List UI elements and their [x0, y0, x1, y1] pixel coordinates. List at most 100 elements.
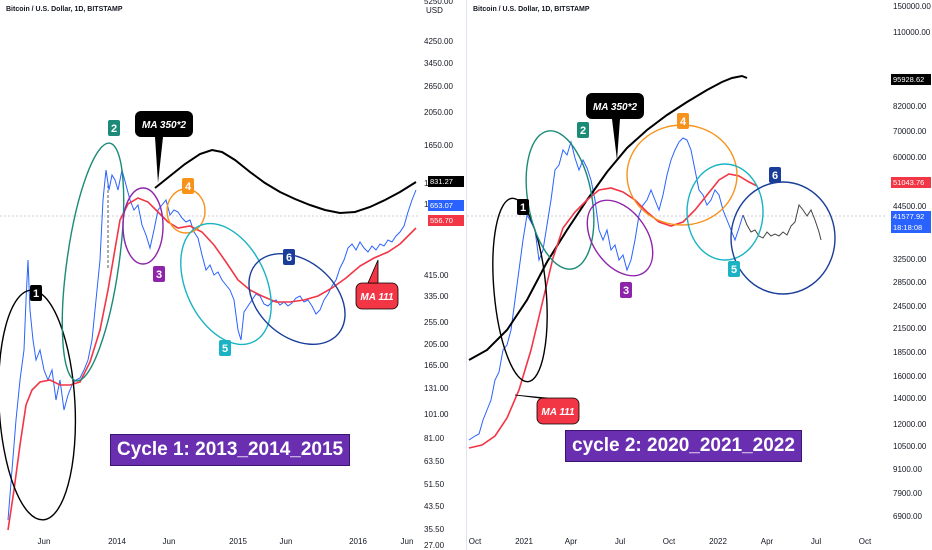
x-tick-label: 2022 — [709, 537, 727, 546]
cycle-ellipse-3 — [122, 187, 164, 265]
y-tick-label: 110000.00 — [893, 28, 931, 37]
y-tick-label: 82000.00 — [893, 102, 927, 111]
cycle-label: Cycle 1: 2013_2014_2015 — [110, 434, 351, 466]
y-axis-ticks: 150000.00 110000.00 82000.00 70000.00 60000.… — [893, 2, 931, 521]
marker-2: 2 — [108, 120, 120, 136]
cycle-ellipse-5 — [686, 163, 764, 261]
x-tick-label: Oct — [469, 537, 482, 546]
y-tick-label: 1650.00 — [424, 141, 453, 150]
y-tick-label: 101.00 — [424, 410, 449, 419]
y-tick-label: 81.00 — [424, 434, 445, 443]
chart-svg-cycle-2: 150000.00 110000.00 82000.00 70000.00 60000.… — [467, 0, 932, 550]
cycle-ellipse-2 — [61, 142, 125, 382]
svg-text:5: 5 — [222, 343, 228, 355]
ma-111-line — [468, 173, 758, 449]
y-tick-label: 60000.00 — [893, 153, 927, 162]
marker-3: 3 — [620, 282, 632, 298]
svg-text:6: 6 — [772, 170, 778, 182]
y-tick-label: 27.00 — [424, 541, 445, 550]
x-tick-label: Jun — [163, 537, 176, 546]
y-tick-label: 165.00 — [424, 361, 449, 370]
x-tick-label: Jul — [811, 537, 821, 546]
x-axis-ticks: Oct 2021 Apr Jul Oct 2022 Apr Jul Oct — [469, 537, 872, 546]
svg-text:2: 2 — [111, 123, 117, 135]
y-tick-label: 18500.00 — [893, 348, 927, 357]
svg-text:18:18:08: 18:18:08 — [893, 223, 922, 232]
y-tick-label: 5250.00 — [424, 0, 453, 6]
y-tick-label: 4250.00 — [424, 37, 453, 46]
price-line — [7, 169, 417, 521]
y-tick-label: 70000.00 — [893, 127, 927, 136]
y-tick-label: 14000.00 — [893, 394, 927, 403]
callout-ma-111: MA 111 — [514, 394, 580, 425]
cycle-ellipse-3 — [586, 199, 654, 277]
cycle-ellipse-6 — [248, 252, 346, 346]
svg-text:MA 350*2: MA 350*2 — [142, 120, 187, 131]
y-tick-label: 7900.00 — [893, 489, 922, 498]
y-axis-area — [418, 0, 466, 550]
callout-ma-350x2: MA 350*2 — [135, 111, 193, 183]
svg-text:51043.76: 51043.76 — [893, 178, 924, 187]
svg-text:95928.62: 95928.62 — [893, 75, 924, 84]
marker-1: 1 — [30, 285, 42, 301]
y-tick-label: 10500.00 — [893, 442, 927, 451]
price-tag-countdown: 18:18:08 — [891, 222, 931, 233]
svg-text:1: 1 — [33, 288, 39, 300]
chart-panel-cycle-1: 5250.00 4250.00 3450.00 2650.00 2050.00 1650.… — [0, 0, 466, 550]
cycle-label: cycle 2: 2020_2021_2022 — [565, 430, 802, 462]
chart-title: Bitcoin / U.S. Dollar, 1D, BITSTAMP — [6, 6, 123, 13]
cycle-ellipse-1 — [492, 197, 548, 383]
price-line — [468, 137, 744, 441]
marker-6: 6 — [283, 249, 295, 265]
x-tick-label: Apr — [565, 537, 578, 546]
y-tick-label: 16000.00 — [893, 372, 927, 381]
chart-panel-cycle-2: 150000.00 110000.00 82000.00 70000.00 60000.… — [466, 0, 932, 550]
y-tick-label: 335.00 — [424, 292, 449, 301]
price-tag-ma111: 556.70 — [428, 215, 464, 226]
x-tick-label: Jun — [38, 537, 51, 546]
marker-5: 5 — [728, 261, 740, 277]
y-axis-unit: USD — [426, 6, 443, 15]
svg-text:MA 111: MA 111 — [541, 407, 575, 418]
cycle-ellipse-1 — [0, 289, 77, 521]
y-tick-label: 12000.00 — [893, 420, 927, 429]
y-tick-label: 21500.00 — [893, 324, 927, 333]
svg-text:4: 4 — [680, 116, 687, 128]
cycle-ellipse-6 — [730, 181, 836, 295]
y-tick-label: 3450.00 — [424, 59, 453, 68]
x-tick-label: Apr — [761, 537, 774, 546]
chart-svg-cycle-1: 5250.00 4250.00 3450.00 2650.00 2050.00 1650.… — [0, 0, 466, 550]
svg-text:6: 6 — [286, 252, 292, 264]
x-tick-label: Jun — [401, 537, 414, 546]
ma-350x2-line — [468, 74, 748, 361]
y-tick-label: 2050.00 — [424, 108, 453, 117]
y-tick-label: 51.50 — [424, 480, 445, 489]
x-tick-label: 2015 — [229, 537, 247, 546]
price-tag-ma111: 51043.76 — [891, 177, 931, 188]
x-tick-label: 2016 — [349, 537, 367, 546]
y-tick-label: 131.00 — [424, 384, 449, 393]
y-tick-label: 35.50 — [424, 525, 445, 534]
x-tick-label: Oct — [859, 537, 872, 546]
x-tick-label: 2021 — [515, 537, 533, 546]
y-tick-label: 255.00 — [424, 318, 449, 327]
y-tick-label: 43.50 — [424, 502, 445, 511]
y-tick-label: 6900.00 — [893, 512, 922, 521]
cycle-ellipse-2 — [525, 130, 595, 270]
svg-text:2: 2 — [580, 125, 586, 137]
marker-3: 3 — [153, 266, 165, 282]
marker-2: 2 — [577, 122, 589, 138]
ma-350x2-line — [154, 148, 417, 215]
svg-text:556.70: 556.70 — [430, 216, 453, 225]
marker-1: 1 — [517, 199, 529, 215]
callout-ma-350x2: MA 350*2 — [586, 93, 644, 160]
price-tag-price: 41577.92 — [891, 211, 931, 222]
marker-5: 5 — [219, 340, 231, 356]
y-axis-area — [885, 0, 932, 550]
svg-text:3: 3 — [156, 269, 162, 281]
cycle-ellipse-5 — [180, 222, 272, 346]
svg-text:3: 3 — [623, 285, 629, 297]
y-tick-label: 205.00 — [424, 340, 449, 349]
marker-4: 4 — [677, 113, 689, 129]
y-tick-label: 28500.00 — [893, 278, 927, 287]
